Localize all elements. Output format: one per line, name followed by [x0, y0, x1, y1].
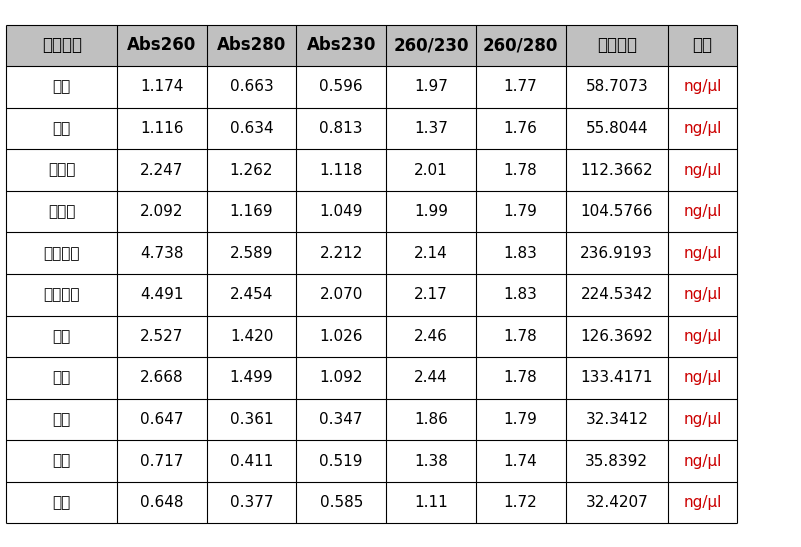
Text: 2.212: 2.212	[320, 246, 363, 261]
Text: 55.8044: 55.8044	[586, 121, 648, 136]
Text: ng/μl: ng/μl	[683, 453, 722, 469]
Text: 126.3692: 126.3692	[581, 329, 653, 344]
Text: 1.79: 1.79	[504, 412, 537, 427]
Text: 1.049: 1.049	[320, 204, 363, 219]
Text: 2.070: 2.070	[320, 287, 363, 302]
Text: 0.596: 0.596	[320, 79, 363, 95]
Text: 2.589: 2.589	[230, 246, 273, 261]
Text: 1.86: 1.86	[414, 412, 448, 427]
Text: 1.262: 1.262	[230, 162, 273, 178]
Text: 58.7073: 58.7073	[586, 79, 648, 95]
Text: 1.78: 1.78	[504, 329, 537, 344]
Text: ng/μl: ng/μl	[683, 370, 722, 386]
Text: 1.38: 1.38	[414, 453, 448, 469]
Text: 2.527: 2.527	[140, 329, 183, 344]
Text: Abs230: Abs230	[307, 37, 376, 54]
Text: 4.738: 4.738	[140, 246, 183, 261]
Text: ng/μl: ng/μl	[683, 412, 722, 427]
Text: 1.37: 1.37	[414, 121, 448, 136]
Text: 1.99: 1.99	[414, 204, 448, 219]
Text: 1.83: 1.83	[504, 287, 537, 302]
Text: 32.3412: 32.3412	[586, 412, 648, 427]
Text: 人血: 人血	[53, 495, 70, 510]
Text: 1.79: 1.79	[504, 204, 537, 219]
Text: 4.491: 4.491	[140, 287, 183, 302]
Text: 224.5342: 224.5342	[581, 287, 653, 302]
Text: 1.11: 1.11	[414, 495, 448, 510]
Text: 2.44: 2.44	[414, 370, 448, 386]
Text: 1.174: 1.174	[140, 79, 183, 95]
Text: 0.813: 0.813	[320, 121, 363, 136]
Text: 0.717: 0.717	[140, 453, 183, 469]
Text: 0.361: 0.361	[230, 412, 273, 427]
Text: ng/μl: ng/μl	[683, 121, 722, 136]
Text: 1.97: 1.97	[414, 79, 448, 95]
Text: 2.01: 2.01	[414, 162, 448, 178]
Text: 单位: 单位	[693, 37, 712, 54]
Text: 2.092: 2.092	[140, 204, 183, 219]
Text: 1.092: 1.092	[320, 370, 363, 386]
Text: 1.026: 1.026	[320, 329, 363, 344]
Text: 1.420: 1.420	[230, 329, 273, 344]
Text: 0.647: 0.647	[140, 412, 183, 427]
Text: 1.78: 1.78	[504, 162, 537, 178]
Text: 猪肉: 猪肉	[53, 79, 70, 95]
Text: 112.3662: 112.3662	[581, 162, 653, 178]
Text: 0.585: 0.585	[320, 495, 363, 510]
Text: ng/μl: ng/μl	[683, 287, 722, 302]
Text: 133.4171: 133.4171	[581, 370, 653, 386]
Text: 0.377: 0.377	[230, 495, 273, 510]
Text: 枯草杆菌: 枯草杆菌	[43, 246, 80, 261]
Text: 1.116: 1.116	[140, 121, 183, 136]
Text: ng/μl: ng/μl	[683, 246, 722, 261]
Text: 1.169: 1.169	[230, 204, 273, 219]
Text: 小蓬草: 小蓬草	[48, 204, 75, 219]
Text: 32.4207: 32.4207	[586, 495, 648, 510]
Text: ng/μl: ng/μl	[683, 162, 722, 178]
Text: 2.247: 2.247	[140, 162, 183, 178]
Text: 1.83: 1.83	[504, 246, 537, 261]
Text: 小蓬草: 小蓬草	[48, 162, 75, 178]
Text: 35.8392: 35.8392	[586, 453, 648, 469]
Text: 2.454: 2.454	[230, 287, 273, 302]
Text: ng/μl: ng/μl	[683, 79, 722, 95]
Text: 2.668: 2.668	[140, 370, 183, 386]
Text: 粪便: 粪便	[53, 329, 70, 344]
Text: 猪肉: 猪肉	[53, 121, 70, 136]
Text: 2.17: 2.17	[414, 287, 448, 302]
Text: 枯草杆菌: 枯草杆菌	[43, 287, 80, 302]
Text: 1.74: 1.74	[504, 453, 537, 469]
Text: 人血: 人血	[53, 453, 70, 469]
Text: Abs260: Abs260	[127, 37, 196, 54]
Text: 2.46: 2.46	[414, 329, 448, 344]
Text: 104.5766: 104.5766	[581, 204, 653, 219]
Bar	[6, 25, 737, 66]
Text: 人血: 人血	[53, 412, 70, 427]
Text: 236.9193: 236.9193	[581, 246, 653, 261]
Text: Abs280: Abs280	[217, 37, 286, 54]
Text: 260/280: 260/280	[483, 37, 558, 54]
Text: 1.72: 1.72	[504, 495, 537, 510]
Text: 0.634: 0.634	[230, 121, 273, 136]
Text: 1.499: 1.499	[230, 370, 273, 386]
Text: 1.77: 1.77	[504, 79, 537, 95]
Text: 0.663: 0.663	[230, 79, 273, 95]
Text: 2.14: 2.14	[414, 246, 448, 261]
Text: 1.118: 1.118	[320, 162, 363, 178]
Text: ng/μl: ng/μl	[683, 495, 722, 510]
Text: 0.648: 0.648	[140, 495, 183, 510]
Text: 0.411: 0.411	[230, 453, 273, 469]
Text: ng/μl: ng/μl	[683, 329, 722, 344]
Text: 实验样本: 实验样本	[42, 37, 82, 54]
Text: 样品浓度: 样品浓度	[597, 37, 637, 54]
Text: 260/230: 260/230	[393, 37, 469, 54]
Text: 1.76: 1.76	[504, 121, 537, 136]
Text: 0.347: 0.347	[320, 412, 363, 427]
Text: ng/μl: ng/μl	[683, 204, 722, 219]
Text: 粪便: 粪便	[53, 370, 70, 386]
Text: 1.78: 1.78	[504, 370, 537, 386]
Text: 0.519: 0.519	[320, 453, 363, 469]
